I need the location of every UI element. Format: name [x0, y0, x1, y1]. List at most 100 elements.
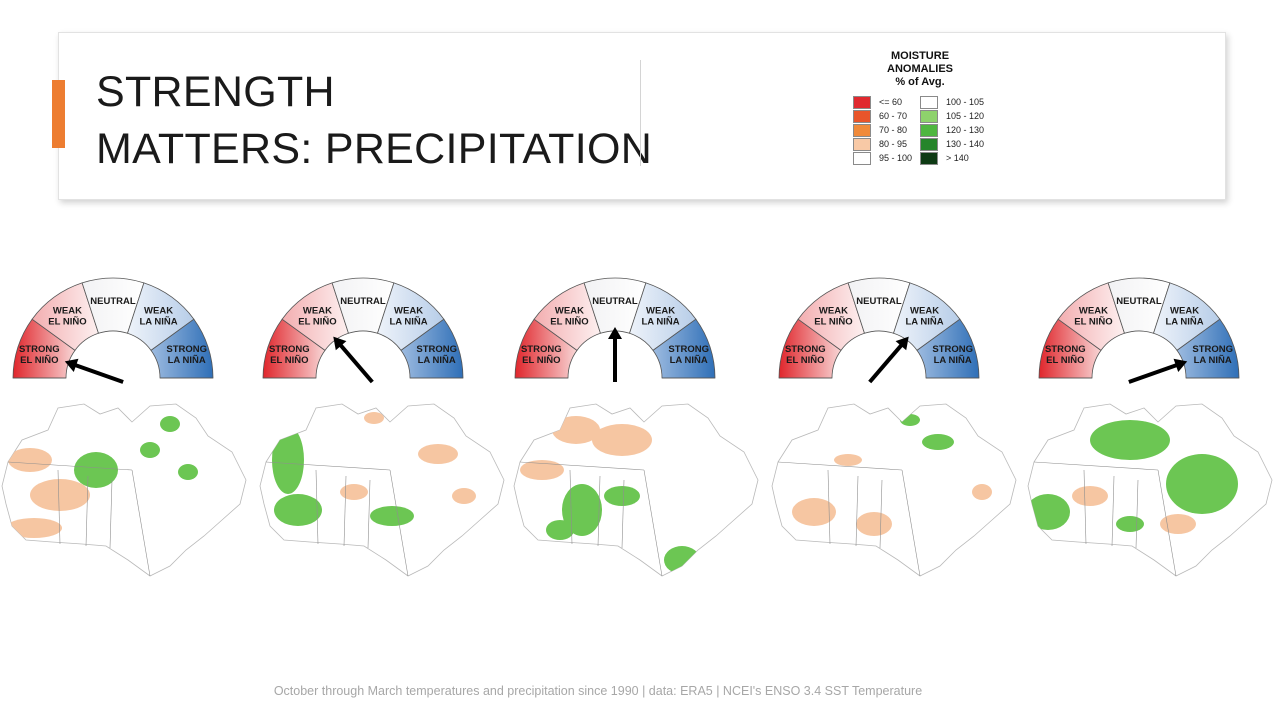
strong-el-nino-label: EL NIÑO [522, 355, 560, 366]
legend-label: 60 - 70 [879, 111, 908, 121]
strong-la-nina-label: STRONG [416, 344, 457, 355]
footer-caption: October through March temperatures and p… [273, 684, 923, 698]
gauge-needle-head [64, 358, 79, 372]
title-divider [640, 60, 641, 166]
strong-el-nino-label: EL NIÑO [20, 355, 58, 366]
strong-la-nina-label: LA NIÑA [168, 355, 206, 366]
strong-la-nina-label: STRONG [166, 344, 207, 355]
neutral-label: NEUTRAL [90, 296, 136, 307]
neutral-label: NEUTRAL [592, 296, 638, 307]
neutral-label: NEUTRAL [1116, 296, 1162, 307]
wet-anomaly-region [274, 494, 322, 526]
weak-el-nino-label: EL NIÑO [550, 316, 588, 327]
title-card [58, 32, 1226, 200]
weak-la-nina-label: LA NIÑA [139, 316, 177, 327]
weak-la-nina-label: WEAK [1170, 305, 1199, 316]
gauge-needle-head [608, 327, 622, 339]
dry-anomaly-region [834, 454, 862, 466]
legend-swatch [920, 152, 938, 165]
strong-el-nino-label: EL NIÑO [1046, 355, 1084, 366]
legend-label: 95 - 100 [879, 153, 913, 163]
wet-anomaly-region [178, 464, 198, 480]
strong-el-nino-label: STRONG [19, 344, 60, 355]
slide-title-line1: STRENGTH [96, 68, 335, 116]
weak-el-nino-label: EL NIÑO [1074, 316, 1112, 327]
dry-anomaly-region [792, 498, 836, 526]
weak-la-nina-label: WEAK [394, 305, 423, 316]
legend-label: <= 60 [879, 97, 903, 107]
precipitation-anomaly-map [0, 400, 248, 584]
strong-el-nino-label: STRONG [785, 344, 826, 355]
weak-el-nino-label: EL NIÑO [814, 316, 852, 327]
weak-el-nino-label: EL NIÑO [48, 316, 86, 327]
dry-anomaly-region [30, 479, 90, 511]
dry-anomaly-region [552, 416, 600, 444]
legend-title-line3: % of Avg. [895, 76, 945, 88]
legend-label: 130 - 140 [946, 139, 985, 149]
accent-bar [52, 80, 65, 148]
gauge-needle-head [1173, 358, 1188, 372]
gauge-needle [1128, 361, 1183, 384]
strong-la-nina-label: STRONG [932, 344, 973, 355]
enso-gauge: STRONG EL NIÑO WEAK EL NIÑO NEUTRAL WEAK LA NI… [774, 266, 984, 386]
neutral-label: NEUTRAL [856, 296, 902, 307]
weak-la-nina-label: LA NIÑA [905, 316, 943, 327]
gauge-needle-head [333, 336, 347, 351]
weak-el-nino-label: WEAK [303, 305, 332, 316]
legend-swatch [853, 138, 871, 151]
legend-swatch [853, 152, 871, 165]
strong-el-nino-label: EL NIÑO [270, 355, 308, 366]
enso-gauge: STRONG EL NIÑO WEAK EL NIÑO NEUTRAL WEAK LA NI… [510, 266, 720, 386]
weak-el-nino-label: WEAK [819, 305, 848, 316]
dry-anomaly-region [364, 412, 384, 424]
weak-el-nino-label: WEAK [53, 305, 82, 316]
wet-anomaly-region [1166, 454, 1238, 514]
legend-label: 80 - 95 [879, 139, 908, 149]
legend-swatch [920, 96, 938, 109]
strong-la-nina-label: LA NIÑA [1194, 355, 1232, 366]
legend-swatch [920, 124, 938, 137]
legend-label: 70 - 80 [879, 125, 908, 135]
moisture-legend: MOISTURE ANOMALIES % of Avg. <= 60 60 - 7… [848, 48, 998, 178]
gauge-needle-head [895, 336, 909, 351]
legend-label: > 140 [946, 153, 969, 163]
strong-el-nino-label: STRONG [521, 344, 562, 355]
strong-la-nina-label: LA NIÑA [418, 355, 456, 366]
neutral-label: NEUTRAL [340, 296, 386, 307]
slide-title: STRENGTH MATTERS: PRECIPITATION [96, 64, 652, 178]
dry-anomaly-region [972, 484, 992, 500]
strong-el-nino-label: STRONG [269, 344, 310, 355]
slide-title-line2: MATTERS: PRECIPITATION [96, 125, 653, 173]
wet-anomaly-region [140, 442, 160, 458]
dry-anomaly-region [8, 448, 52, 472]
dry-anomaly-region [418, 444, 458, 464]
legend-title: MOISTURE ANOMALIES % of Avg. [848, 50, 992, 89]
dry-anomaly-region [340, 484, 368, 500]
legend-label: 100 - 105 [946, 97, 985, 107]
enso-gauge: STRONG EL NIÑO WEAK EL NIÑO NEUTRAL WEAK LA NI… [1034, 266, 1244, 386]
strong-el-nino-label: STRONG [1045, 344, 1086, 355]
strong-el-nino-label: EL NIÑO [786, 355, 824, 366]
weak-la-nina-label: LA NIÑA [1165, 316, 1203, 327]
dry-anomaly-region [1072, 486, 1108, 506]
dry-anomaly-region [452, 488, 476, 504]
wet-anomaly-region [1116, 516, 1144, 532]
enso-gauge: STRONG EL NIÑO WEAK EL NIÑO NEUTRAL WEAK LA NI… [258, 266, 468, 386]
strong-la-nina-label: LA NIÑA [934, 355, 972, 366]
wet-anomaly-region [1028, 494, 1070, 530]
wet-anomaly-region [900, 414, 920, 426]
wet-anomaly-region [160, 416, 180, 432]
precipitation-anomaly-map [258, 400, 506, 584]
precipitation-anomaly-map [1026, 400, 1274, 584]
dry-anomaly-region [520, 460, 564, 480]
weak-la-nina-label: WEAK [144, 305, 173, 316]
weak-la-nina-label: LA NIÑA [641, 316, 679, 327]
legend-title-line2: ANOMALIES [887, 63, 953, 75]
weak-el-nino-label: WEAK [555, 305, 584, 316]
wet-anomaly-region [664, 546, 700, 574]
precipitation-anomaly-map [770, 400, 1018, 584]
gauge-needle [69, 361, 124, 384]
wet-anomaly-region [1090, 420, 1170, 460]
legend-swatch [853, 110, 871, 123]
precipitation-anomaly-map [512, 400, 760, 584]
